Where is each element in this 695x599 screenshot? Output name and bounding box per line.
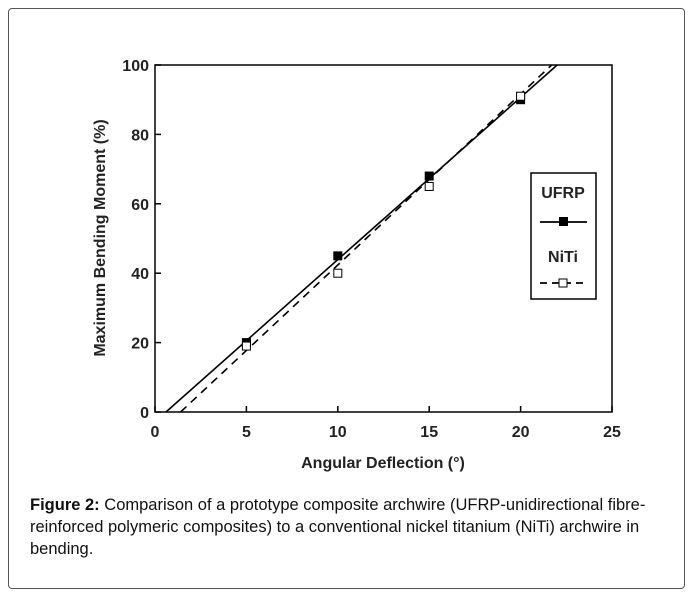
figure-caption: Figure 2: Comparison of a prototype comp… [30, 494, 670, 560]
legend: UFRP NiTi [530, 172, 597, 300]
caption-text: Comparison of a prototype composite arch… [30, 496, 646, 558]
y-axis-title: Maximum Bending Moment (%) [92, 119, 109, 356]
axis-ticks: 0 5 10 15 20 25 0 20 40 60 80 100 [122, 58, 621, 441]
niti-point [516, 91, 526, 101]
ufrp-fit-line [165, 64, 558, 413]
legend-box [530, 172, 597, 300]
y-tick-label: 0 [140, 405, 149, 422]
niti-point [333, 268, 343, 278]
fit-lines [165, 64, 558, 413]
x-tick-label: 10 [329, 424, 347, 441]
y-tick-label: 100 [122, 58, 149, 75]
y-tick-label: 60 [131, 197, 149, 214]
plot-area [154, 64, 613, 413]
ufrp-point [424, 171, 434, 181]
x-tick-label: 25 [603, 424, 621, 441]
y-tick-label: 40 [131, 266, 149, 283]
x-tick-label: 0 [151, 424, 160, 441]
x-tick-label: 20 [512, 424, 530, 441]
y-tick-label: 20 [131, 336, 149, 353]
legend-marker-niti [558, 278, 568, 288]
caption-label: Figure 2: [30, 496, 100, 514]
ufrp-point [333, 251, 343, 261]
x-axis-title: Angular Deflection (°) [301, 455, 465, 472]
y-tick-label: 80 [131, 127, 149, 144]
niti-point [241, 341, 251, 351]
legend-marker-ufrp [559, 217, 568, 226]
x-tick-label: 5 [242, 424, 251, 441]
niti-point [424, 181, 434, 191]
legend-label-ufrp: UFRP [541, 185, 585, 202]
niti-fit-line [180, 64, 553, 413]
chart: 0 5 10 15 20 25 0 20 40 60 80 100 Angular Deflectio… [92, 58, 621, 472]
x-tick-label: 15 [420, 424, 438, 441]
legend-label-niti: NiTi [548, 249, 578, 266]
data-points [241, 91, 526, 351]
